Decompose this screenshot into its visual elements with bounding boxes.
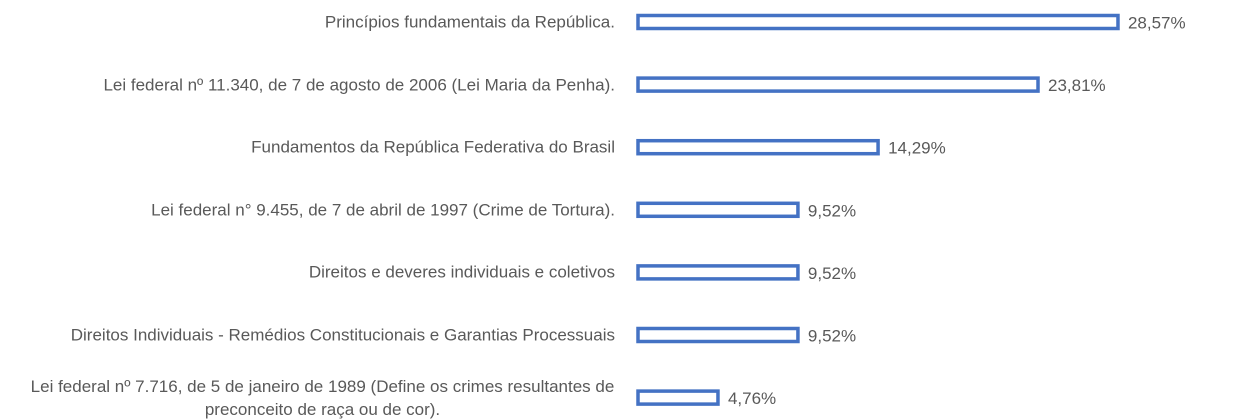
value-label: 9,52%	[808, 264, 856, 283]
bar	[636, 264, 800, 281]
bar	[636, 138, 880, 156]
category-label: Princípios fundamentais da República.	[324, 12, 615, 32]
value-label: 4,76%	[728, 389, 776, 408]
value-label: 9,52%	[808, 326, 856, 345]
category-label: Fundamentos da República Federativa do B…	[251, 137, 615, 157]
bar	[636, 201, 800, 219]
bar	[636, 76, 1040, 93]
value-label: 23,81%	[1048, 76, 1106, 95]
category-label: Direitos e deveres individuais e coletiv…	[308, 262, 615, 282]
category-label: Direitos Individuais - Remédios Constitu…	[70, 325, 615, 345]
value-label: 14,29%	[888, 139, 946, 158]
category-label: Lei federal nº 11.340, de 7 de agosto de…	[103, 75, 615, 95]
value-label: 9,52%	[808, 201, 856, 220]
bar	[636, 326, 800, 344]
value-label: 28,57%	[1128, 13, 1186, 32]
bar	[636, 13, 1120, 31]
bar	[636, 389, 720, 406]
category-label: Lei federal n° 9.455, de 7 de abril de 1…	[151, 200, 615, 220]
category-label: Lei federal nº 7.716, de 5 de janeiro de…	[30, 376, 615, 419]
